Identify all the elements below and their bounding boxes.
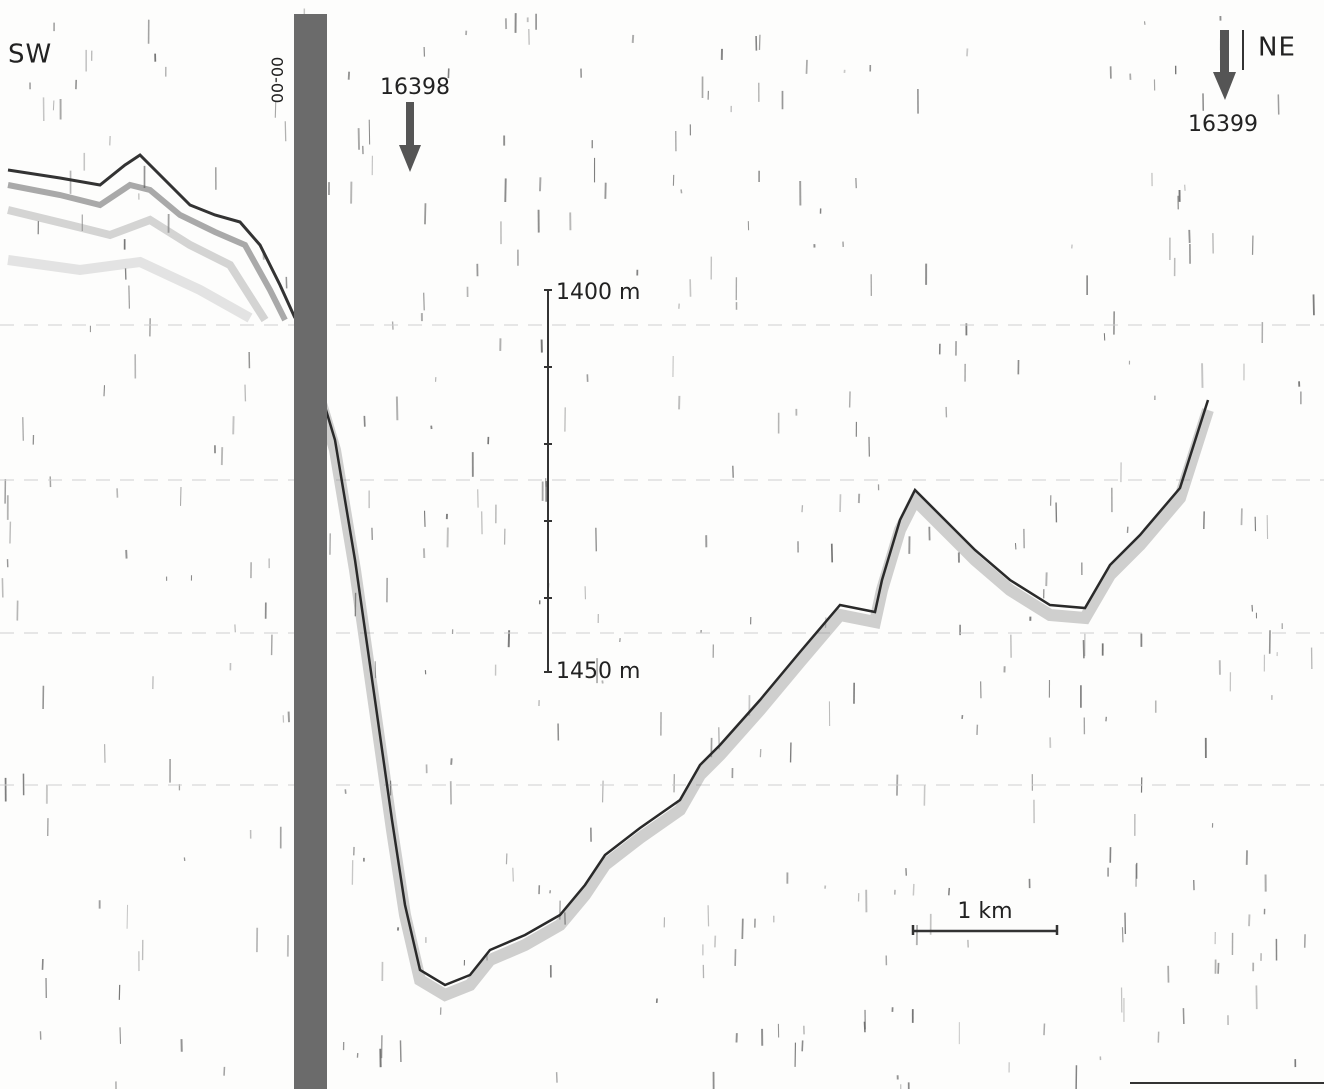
depth-label: 1400 m (556, 280, 640, 305)
seafloor-reflector (7, 153, 297, 319)
depth-label: 1450 m (556, 659, 640, 684)
sub-reflector (7, 206, 269, 323)
sub-reflector (314, 398, 1214, 1002)
depth-scale (544, 289, 552, 673)
seafloor-reflector (318, 389, 1210, 987)
distance-label: 1 km (957, 899, 1012, 924)
direction-label: SW (8, 40, 52, 70)
station-arrow (399, 102, 421, 172)
time-lines (0, 324, 1324, 786)
record-mark: 00-00 (268, 57, 287, 104)
station-label: 16399 (1188, 112, 1258, 137)
station-label: 16398 (380, 75, 450, 100)
distance-scale (911, 925, 1059, 935)
record-bar (294, 14, 327, 1089)
left-profile (7, 153, 297, 323)
sub-reflector (7, 181, 288, 322)
direction-label: NE (1258, 33, 1296, 63)
right-profile (314, 389, 1214, 1002)
station-arrow (1213, 30, 1236, 100)
sub-reflector (7, 255, 253, 323)
